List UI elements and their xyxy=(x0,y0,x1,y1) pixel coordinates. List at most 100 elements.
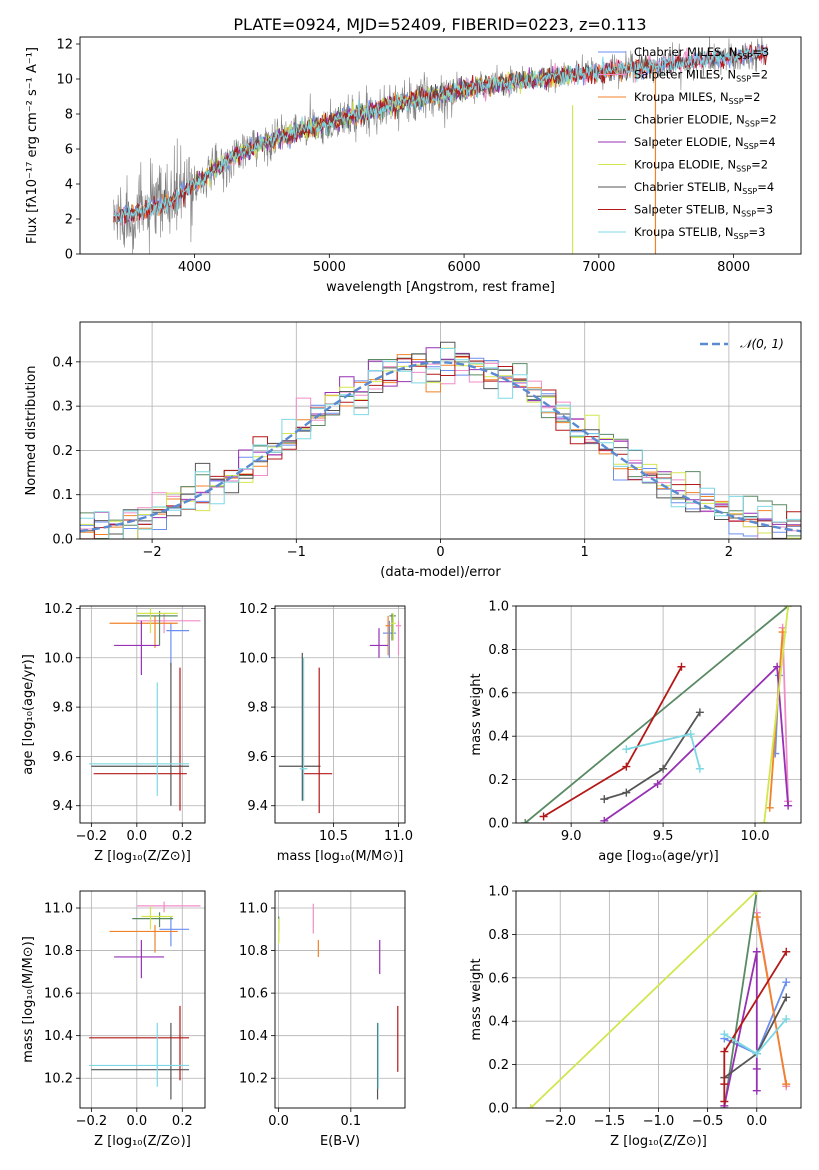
y-tick-label: 10.2 xyxy=(239,602,268,617)
y-tick-label: 0.6 xyxy=(488,686,509,701)
legend-label-sub: SSP xyxy=(745,120,760,129)
weight-marker xyxy=(773,662,782,671)
weight-marker xyxy=(760,819,769,823)
weight-line-1 xyxy=(781,627,789,802)
x-tick-label: 9.0 xyxy=(561,829,582,844)
plot-area xyxy=(89,901,201,1100)
legend-label-suffix: =2 xyxy=(760,113,777,127)
x-tick-label: 6000 xyxy=(448,260,481,275)
weight-marker xyxy=(600,816,609,823)
weight-line-7 xyxy=(723,951,788,1102)
y-tick-label: 0.4 xyxy=(52,355,73,370)
x-tick-label: 1 xyxy=(581,545,589,560)
legend-label-main: Kroupa ELODIE, N xyxy=(634,158,736,172)
plot-area xyxy=(278,903,399,1100)
x-tick-label: 0.0 xyxy=(746,1114,767,1129)
y-tick-label: 0.6 xyxy=(488,971,509,986)
x-axis-label: E(B-V) xyxy=(320,1134,360,1149)
legend-label-suffix: =3 xyxy=(749,225,766,239)
y-tick-label: 0.1 xyxy=(52,488,73,503)
legend-label: Chabrier ELODIE, NSSP=2 xyxy=(634,113,777,129)
x-tick-label: 0.2 xyxy=(172,1114,193,1129)
histogram-8 xyxy=(80,348,801,539)
weight-marker xyxy=(720,1030,729,1039)
errorbar-point-2 xyxy=(109,925,178,953)
legend-label-sub: SSP xyxy=(734,232,749,241)
y-tick-label: 10.2 xyxy=(44,1072,73,1087)
legend-label-main: Salpeter MILES, N xyxy=(634,68,736,82)
weight-line-2 xyxy=(755,916,788,1085)
y-tick-label: 0.0 xyxy=(488,1102,509,1117)
y-tick-label: 0.2 xyxy=(52,444,73,459)
weight-marker xyxy=(539,812,548,821)
weight-marker xyxy=(765,803,774,812)
panel-mass-vs-z: −0.2 0.0 0.2 10.2 10.4 10.6 10.8 11.0 Z [log₁₀(Z… xyxy=(21,890,206,1149)
panel-mass-weight-vs-age: 9.0 9.5 10.0 0.0 0.2 0.4 0.6 0.8 1.0 age [log₁₀(a… xyxy=(469,600,802,864)
legend-label: Kroupa MILES, NSSP=2 xyxy=(634,90,760,106)
x-tick-label: −2 xyxy=(143,545,162,560)
errorbar-point-2 xyxy=(109,615,178,648)
weight-marker xyxy=(782,1080,791,1089)
weight-marker xyxy=(752,1086,761,1095)
weight-line-3 xyxy=(723,891,758,1108)
y-tick-label: 0 xyxy=(65,248,73,263)
x-axis-label: (data-model)/error xyxy=(380,565,501,580)
errorbar-point-6 xyxy=(91,1022,190,1100)
legend-label: Chabrier STELIB, NSSP=4 xyxy=(634,180,774,196)
histogram-7 xyxy=(80,355,801,539)
weight-line-4 xyxy=(603,664,789,822)
weight-line-3 xyxy=(524,606,789,823)
y-tick-label: 2 xyxy=(65,213,73,228)
y-tick-label: 10.8 xyxy=(239,944,268,959)
errorbar-point-0 xyxy=(382,620,396,658)
y-axis-label: age [log₁₀(age/yr)] xyxy=(21,654,36,775)
errorbar-point-8 xyxy=(299,657,308,801)
weight-marker xyxy=(686,730,695,739)
legend-label-main: Salpeter ELODIE, N xyxy=(634,135,744,149)
y-tick-label: 0.3 xyxy=(52,400,73,415)
y-tick-label: 0.0 xyxy=(52,533,73,548)
errorbar-point-0 xyxy=(166,623,190,666)
y-tick-label: 9.6 xyxy=(247,750,268,765)
weight-marker xyxy=(752,913,761,922)
x-tick-label: −0.2 xyxy=(76,1114,108,1129)
y-tick-label: 11.0 xyxy=(239,902,268,917)
legend-label: 𝒩(0, 1) xyxy=(740,337,784,351)
legend-label-main: Chabrier STELIB, N xyxy=(634,180,742,194)
y-axis-label: mass weight xyxy=(469,673,484,755)
axes-frame xyxy=(274,890,406,1109)
x-tick-label: 2 xyxy=(725,545,733,560)
x-axis-label: age [log₁₀(age/yr)] xyxy=(598,849,719,864)
weight-line-5 xyxy=(763,606,789,823)
legend-label-sub: SSP xyxy=(737,52,752,61)
legend-label: Kroupa ELODIE, NSSP=2 xyxy=(634,158,768,174)
legend-label-sub: SSP xyxy=(736,165,751,174)
normal-curve xyxy=(80,361,801,533)
y-tick-label: 10 xyxy=(56,73,73,88)
legend-label-sub: SSP xyxy=(736,75,751,84)
y-tick-label: 9.4 xyxy=(52,799,73,814)
y-tick-label: 10.2 xyxy=(44,602,73,617)
x-axis-label: mass [log₁₀(M/M⊙)] xyxy=(277,849,404,864)
x-tick-label: 4000 xyxy=(178,260,211,275)
weight-marker xyxy=(782,947,791,956)
legend-label-main: Kroupa MILES, N xyxy=(634,90,729,104)
errorbar-point-3 xyxy=(132,912,174,928)
axes-frame xyxy=(79,605,206,824)
errorbar-point-1 xyxy=(136,901,201,913)
x-tick-label: 0.0 xyxy=(126,1114,147,1129)
weight-marker xyxy=(782,1015,791,1024)
plot-area xyxy=(278,613,402,814)
errorbar-point-2 xyxy=(385,615,391,656)
x-tick-label: 10.0 xyxy=(741,829,770,844)
legend-label: Salpeter STELIB, NSSP=3 xyxy=(634,203,773,219)
x-tick-label: 8000 xyxy=(717,260,750,275)
errorbar-point-5 xyxy=(390,613,396,641)
y-tick-label: 9.8 xyxy=(52,701,73,716)
weight-marker xyxy=(752,1064,761,1073)
x-axis-label: Z [log₁₀(Z/Z⊙)] xyxy=(610,1134,707,1149)
y-tick-label: 9.6 xyxy=(52,750,73,765)
weight-line-6 xyxy=(604,711,701,800)
errorbar-point-7 xyxy=(93,667,187,811)
